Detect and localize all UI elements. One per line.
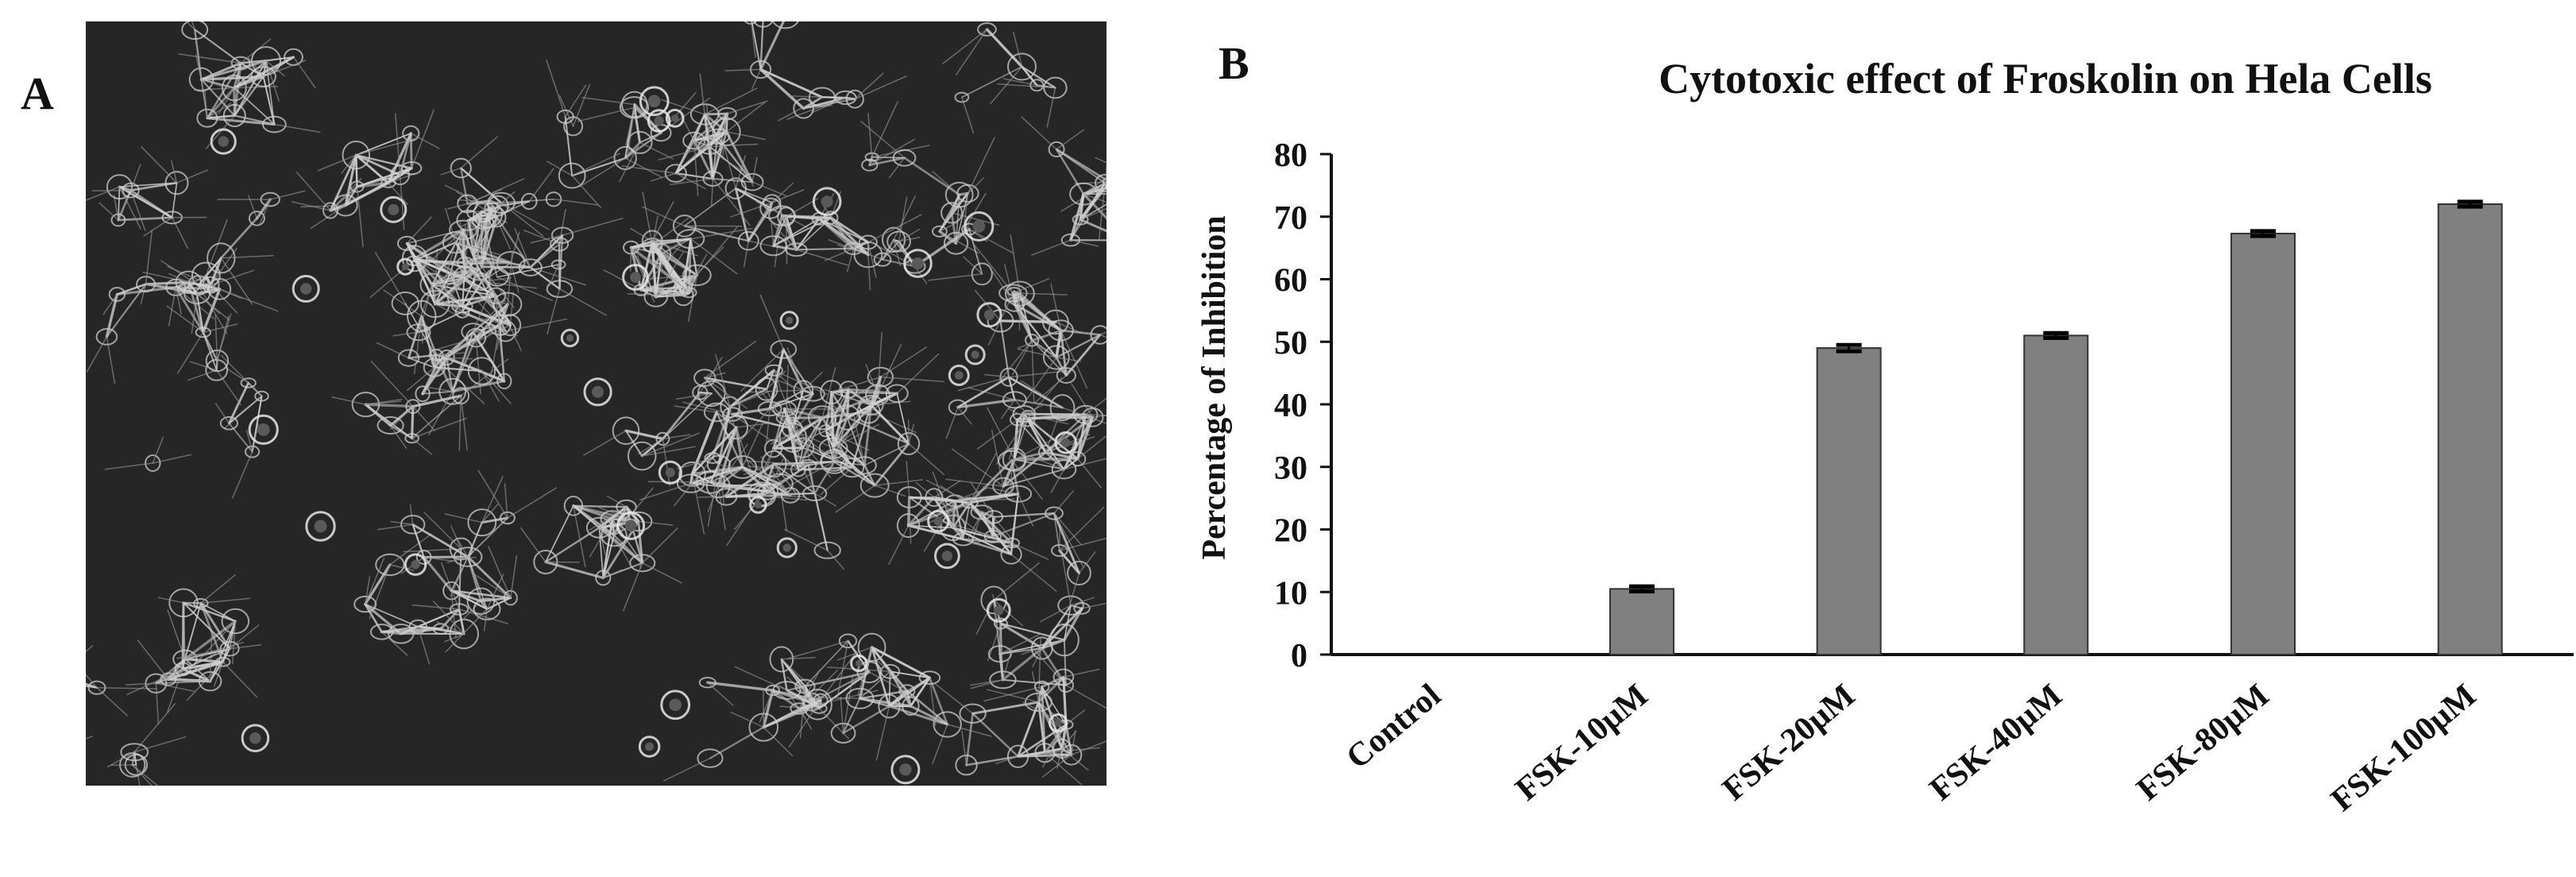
x-tick-label: FSK-10µM (1508, 677, 1655, 808)
y-tick-label: 60 (1274, 263, 1307, 299)
panel-a-label: A (21, 68, 54, 119)
y-tick-label: 40 (1274, 388, 1307, 424)
y-tick-label: 70 (1274, 200, 1307, 237)
x-tick-label: FSK-40µM (1923, 677, 2069, 808)
bar (1609, 588, 1674, 655)
chart-title: Cytotoxic effect of Froskolin on Hela Ce… (1659, 55, 2432, 102)
x-tick-label: Control (1340, 677, 1448, 776)
y-axis-label: Percentage of Inhibition (1196, 215, 1233, 559)
cell-cluster-layer (86, 21, 1106, 786)
bar-chart-svg: Cytotoxic effect of Froskolin on Hela Ce… (1196, 55, 2574, 819)
x-tick-label: FSK-20µM (1716, 677, 1862, 808)
y-tick-label: 50 (1274, 325, 1307, 361)
y-tick-label: 0 (1291, 638, 1307, 674)
y-tick-label: 80 (1274, 137, 1307, 174)
bar (2437, 203, 2503, 655)
x-tick-label: FSK-100µM (2324, 677, 2483, 818)
bar (1816, 347, 1882, 655)
bar (2230, 233, 2296, 655)
bar (2023, 334, 2089, 655)
bar-chart: Cytotoxic effect of Froskolin on Hela Ce… (1144, 0, 2576, 877)
y-tick-label: 20 (1274, 513, 1307, 550)
y-tick-label: 10 (1274, 575, 1307, 612)
y-tick-label: 30 (1274, 450, 1307, 487)
cell-micrograph-image (86, 21, 1106, 786)
cell-micrograph (86, 21, 1106, 786)
x-tick-label: FSK-80µM (2130, 677, 2276, 808)
panel-b-label: B (1218, 37, 1249, 89)
